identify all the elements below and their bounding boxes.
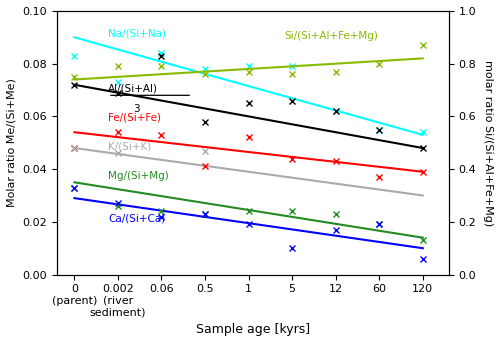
Text: Fe/(Si+Fe): Fe/(Si+Fe)	[108, 113, 161, 123]
Y-axis label: molar ratio Si/(Si+Al+Fe+Mg): molar ratio Si/(Si+Al+Fe+Mg)	[483, 60, 493, 226]
Text: Ca/(Si+Ca): Ca/(Si+Ca)	[108, 213, 165, 223]
Text: Na/(Si+Na): Na/(Si+Na)	[108, 28, 166, 39]
X-axis label: Sample age [kyrs]: Sample age [kyrs]	[196, 323, 310, 336]
Text: Si/(Si+Al+Fe+Mg): Si/(Si+Al+Fe+Mg)	[284, 31, 378, 41]
Text: Al/(Si+Al): Al/(Si+Al)	[108, 84, 158, 94]
Text: Mg/(Si+Mg): Mg/(Si+Mg)	[108, 171, 168, 181]
Y-axis label: Molar ratio Me/(Si+Me): Molar ratio Me/(Si+Me)	[7, 78, 17, 207]
Text: 3: 3	[134, 104, 140, 114]
Text: K/(Si+K): K/(Si+K)	[108, 141, 151, 152]
